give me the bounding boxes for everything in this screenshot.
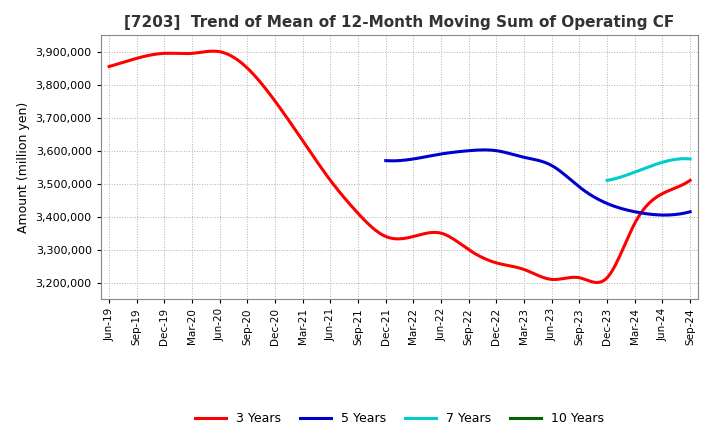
Y-axis label: Amount (million yen): Amount (million yen) <box>17 102 30 233</box>
Legend: 3 Years, 5 Years, 7 Years, 10 Years: 3 Years, 5 Years, 7 Years, 10 Years <box>190 407 609 430</box>
Title: [7203]  Trend of Mean of 12-Month Moving Sum of Operating CF: [7203] Trend of Mean of 12-Month Moving … <box>125 15 675 30</box>
